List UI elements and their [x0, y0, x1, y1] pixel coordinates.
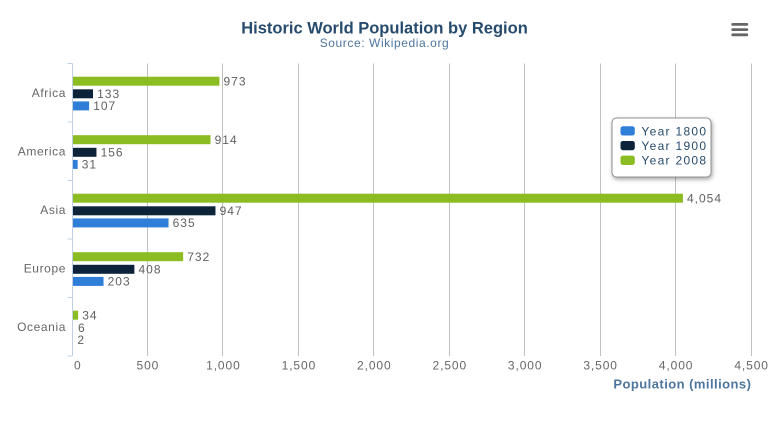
svg-text:973: 973: [223, 75, 246, 89]
svg-text:203: 203: [108, 275, 131, 289]
svg-text:6: 6: [78, 321, 86, 335]
svg-text:Asia: Asia: [40, 203, 66, 217]
svg-text:732: 732: [187, 250, 210, 264]
svg-text:107: 107: [93, 99, 116, 113]
svg-text:Source: Wikipedia.org: Source: Wikipedia.org: [320, 36, 450, 50]
svg-text:408: 408: [138, 263, 161, 277]
svg-text:1,500: 1,500: [282, 359, 317, 373]
svg-text:2,500: 2,500: [433, 359, 468, 373]
svg-text:500: 500: [137, 359, 160, 373]
svg-text:4,000: 4,000: [659, 359, 694, 373]
svg-text:Year 1800: Year 1800: [641, 124, 707, 138]
svg-text:2,000: 2,000: [357, 359, 392, 373]
svg-text:4,054: 4,054: [687, 192, 722, 206]
svg-text:Year 2008: Year 2008: [641, 154, 707, 168]
svg-text:Historic World Population by R: Historic World Population by Region: [241, 20, 528, 38]
svg-text:America: America: [18, 144, 66, 158]
svg-text:Population (millions): Population (millions): [613, 377, 751, 392]
svg-text:Oceania: Oceania: [17, 320, 66, 334]
svg-text:4,500: 4,500: [734, 359, 769, 373]
svg-text:133: 133: [97, 87, 120, 101]
svg-text:Africa: Africa: [32, 86, 66, 100]
svg-text:34: 34: [82, 309, 97, 323]
svg-text:0: 0: [74, 359, 82, 373]
svg-text:Year 1900: Year 1900: [641, 139, 707, 153]
svg-text:635: 635: [173, 216, 196, 230]
svg-text:947: 947: [220, 204, 243, 218]
svg-text:31: 31: [82, 158, 97, 172]
svg-text:156: 156: [101, 146, 124, 160]
svg-text:Europe: Europe: [24, 261, 66, 275]
svg-text:2: 2: [77, 333, 85, 347]
svg-text:1,000: 1,000: [206, 359, 241, 373]
svg-text:3,500: 3,500: [583, 359, 618, 373]
svg-text:914: 914: [215, 133, 238, 147]
svg-text:3,000: 3,000: [508, 359, 543, 373]
